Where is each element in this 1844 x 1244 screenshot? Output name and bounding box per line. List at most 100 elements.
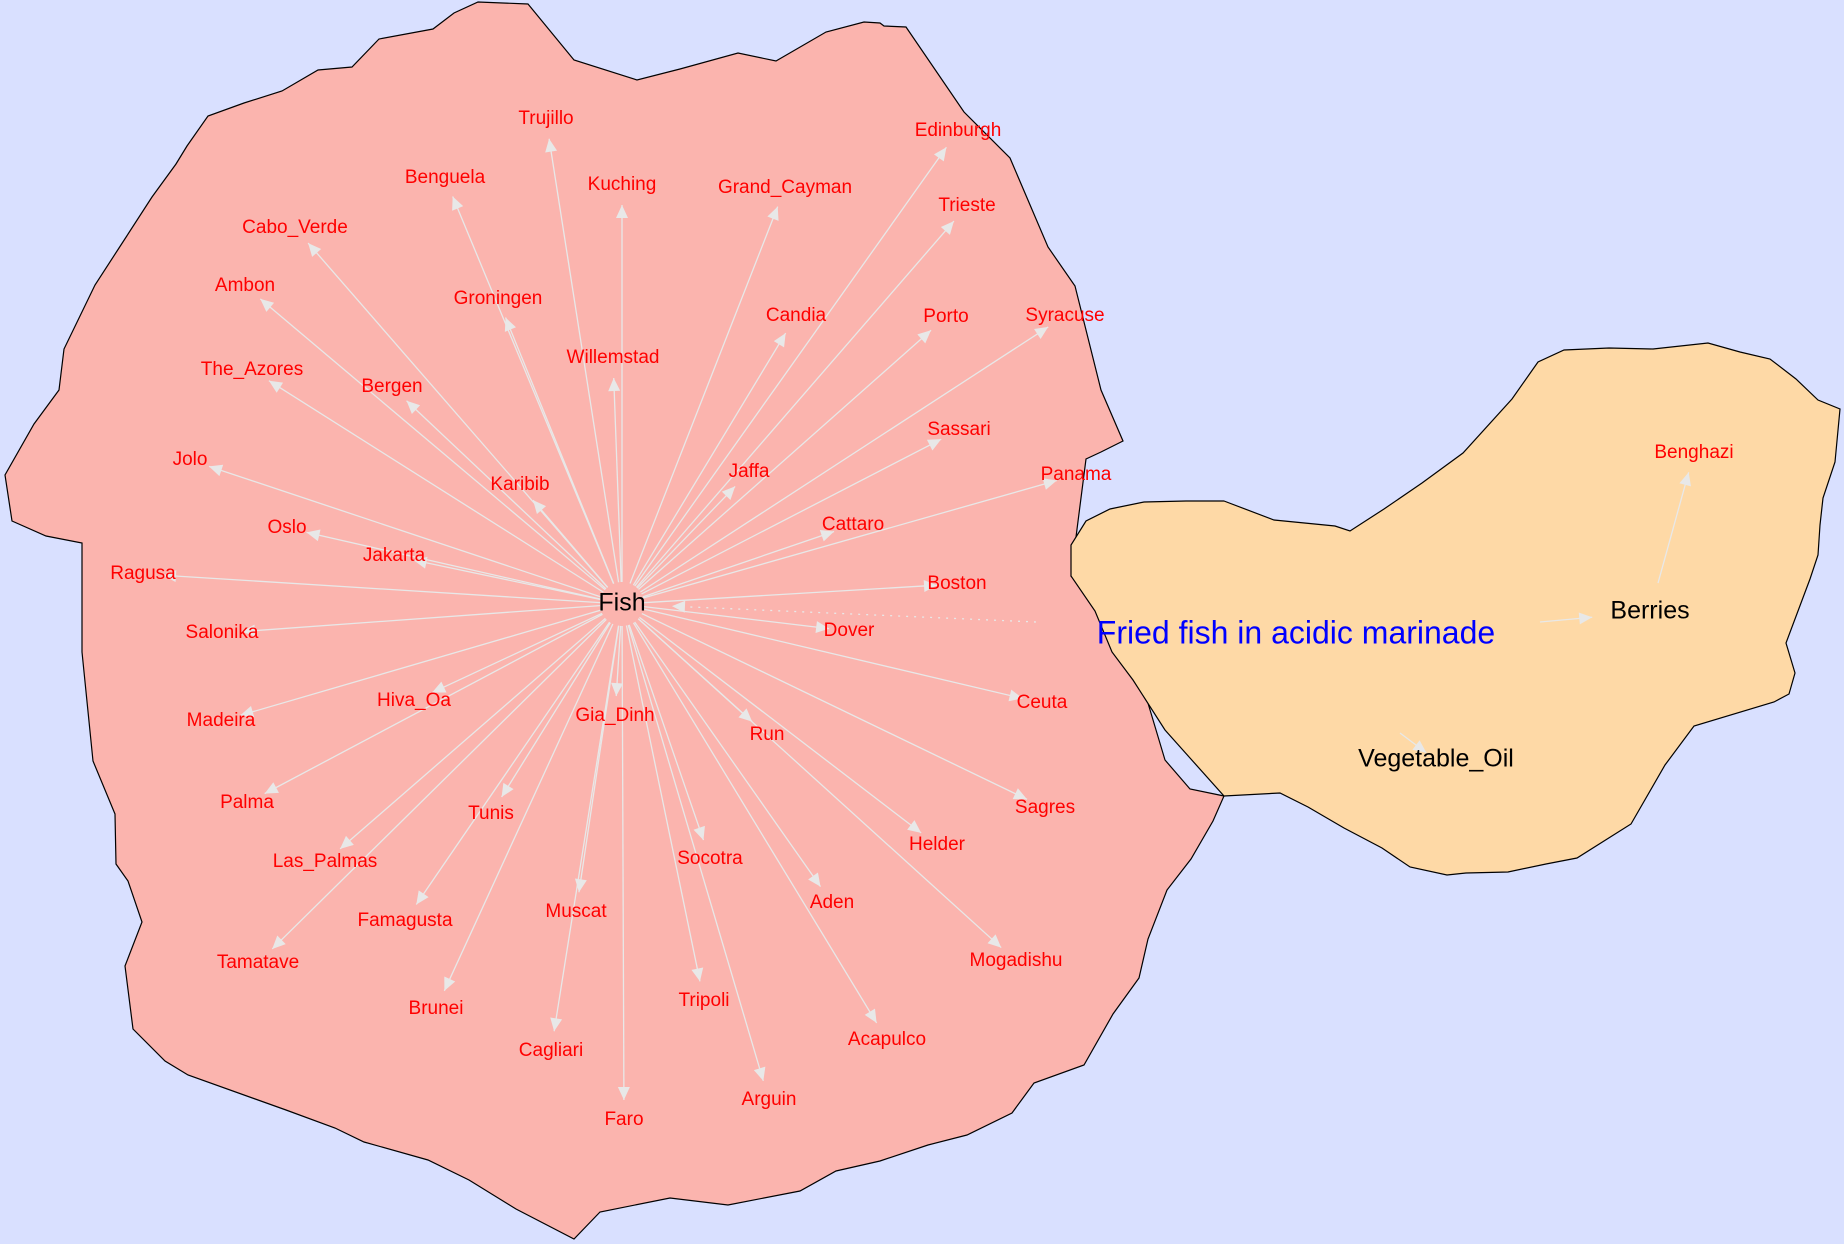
- edge-fish-acapulco: [632, 622, 878, 1024]
- city-node-the-azores: The_Azores: [201, 359, 303, 380]
- city-node-madeira: Madeira: [187, 710, 256, 731]
- edges: [162, 138, 1691, 1101]
- edge-fish-aden: [634, 621, 822, 888]
- city-node-jolo: Jolo: [173, 449, 208, 470]
- city-node-sassari: Sassari: [927, 419, 990, 440]
- city-node-las-palmas: Las_Palmas: [273, 851, 378, 872]
- city-node-mogadishu: Mogadishu: [970, 950, 1063, 971]
- edge-fish-boston-arrowhead: [923, 579, 938, 592]
- edge-fish-hiva-oa: [431, 612, 603, 694]
- edge-fish-sassari-arrowhead: [926, 439, 942, 451]
- city-node-socotra: Socotra: [677, 848, 743, 869]
- edge-fish-karibib-arrowhead: [533, 500, 547, 514]
- city-node-gia-dinh: Gia_Dinh: [575, 705, 654, 726]
- city-node-ceuta: Ceuta: [1017, 692, 1068, 713]
- edge-fish-dover-arrowhead: [815, 621, 830, 634]
- city-node-helder: Helder: [909, 834, 966, 855]
- edge-fish-helder-arrowhead: [907, 820, 922, 833]
- city-node-ambon: Ambon: [215, 275, 275, 296]
- edge-fish-cabo-verde-arrowhead: [308, 243, 322, 257]
- edge-fish-ragusa-arrowhead: [162, 570, 177, 583]
- edge-fish-aden-arrowhead: [808, 872, 821, 887]
- city-node-run: Run: [750, 724, 785, 745]
- edge-fish-bergen: [406, 400, 607, 590]
- edge-fish-helder: [639, 616, 922, 834]
- edge-fish-willemstad-arrowhead: [608, 377, 621, 392]
- edge-fish-socotra-arrowhead: [693, 825, 705, 841]
- edge-fish-oslo-arrowhead: [306, 529, 321, 542]
- edge-fish-brunei-arrowhead: [444, 976, 456, 991]
- edge-fish-bergen-arrowhead: [406, 400, 421, 415]
- edge-fish-ambon: [259, 298, 606, 591]
- edge-fish-socotra: [628, 624, 705, 841]
- city-node-aden: Aden: [810, 892, 854, 913]
- city-node-arguin: Arguin: [742, 1089, 797, 1110]
- edge-fish-mogadishu-arrowhead: [987, 934, 1002, 948]
- edge-fish-mogadishu: [637, 618, 1002, 949]
- edge-fish-sassari: [641, 438, 942, 595]
- edge-fish-syracuse-arrowhead: [1034, 326, 1049, 340]
- edge-fish-las-palmas-arrowhead: [340, 835, 354, 849]
- edge-fish-porto: [638, 329, 932, 590]
- edge-fish-trieste: [635, 220, 955, 588]
- edge-fish-benguela: [452, 196, 615, 584]
- edge-fish-famagusta-arrowhead: [416, 890, 429, 905]
- edge-fish-ragusa: [162, 574, 601, 604]
- city-node-cattaro: Cattaro: [822, 514, 884, 535]
- edge-marinade-berries-arrowhead: [1578, 612, 1593, 625]
- edge-fish-jolo-arrowhead: [208, 464, 224, 477]
- fish-region: [4, 1, 1225, 1240]
- edge-fish-groningen: [504, 317, 615, 584]
- city-node-palma: Palma: [220, 792, 274, 813]
- edge-fish-ceuta-arrowhead: [1008, 689, 1023, 702]
- city-node-jakarta: Jakarta: [363, 545, 426, 566]
- edge-fish-tripoli: [625, 625, 701, 982]
- edge-fish-jaffa-arrowhead: [721, 486, 736, 500]
- city-node-acapulco: Acapulco: [848, 1029, 926, 1050]
- city-node-trieste: Trieste: [938, 195, 995, 216]
- edge-fish-jolo: [208, 465, 602, 598]
- edge-fish-tunis-arrowhead: [501, 782, 514, 798]
- edge-fish-gia-dinh-arrowhead: [611, 682, 624, 697]
- city-node-hiva-oa: Hiva_Oa: [377, 690, 451, 711]
- edge-fish-dover: [643, 605, 830, 630]
- city-node-bergen: Bergen: [361, 376, 422, 397]
- hub-node-berries: Berries: [1610, 597, 1689, 625]
- edge-marinade-fish-arrowhead: [671, 600, 686, 613]
- edge-fish-kuching-arrowhead: [616, 205, 628, 218]
- edge-fish-ceuta: [643, 608, 1023, 700]
- edge-fish-syracuse: [640, 326, 1049, 593]
- edge-fish-the-azores: [268, 380, 604, 593]
- edge-fish-panama-arrowhead: [1042, 478, 1057, 490]
- city-node-groningen: Groningen: [454, 288, 543, 309]
- edge-fish-edinburgh-arrowhead: [933, 147, 947, 162]
- city-node-dover: Dover: [824, 620, 875, 641]
- edge-fish-karibib: [532, 499, 609, 588]
- edge-fish-ambon-arrowhead: [260, 298, 275, 312]
- city-node-trujillo: Trujillo: [518, 108, 573, 129]
- city-node-oslo: Oslo: [267, 517, 306, 538]
- edge-fish-faro-arrowhead: [617, 1086, 630, 1101]
- edge-fish-arguin-arrowhead: [753, 1066, 766, 1081]
- edge-marinade-vegoil-arrowhead: [1412, 740, 1427, 753]
- edge-fish-sagres: [641, 612, 1028, 800]
- edge-fish-palma: [264, 613, 603, 795]
- city-node-ragusa: Ragusa: [110, 563, 176, 584]
- city-node-benghazi: Benghazi: [1654, 442, 1733, 463]
- edge-fish-benguela-arrowhead: [452, 196, 464, 211]
- edge-fish-porto-arrowhead: [917, 330, 932, 344]
- marinade-region: [1070, 342, 1841, 876]
- city-node-jaffa: Jaffa: [729, 461, 770, 482]
- edge-fish-grand-cayman-arrowhead: [767, 206, 779, 221]
- edge-fish-madeira-arrowhead: [240, 705, 255, 718]
- edge-berries-benghazi: [1657, 472, 1690, 584]
- edge-fish-oslo: [306, 531, 601, 600]
- edge-fish-cagliari: [553, 625, 620, 1032]
- city-node-boston: Boston: [927, 573, 986, 594]
- city-node-famagusta: Famagusta: [357, 910, 452, 931]
- city-node-tripoli: Tripoli: [678, 990, 729, 1011]
- city-node-syracuse: Syracuse: [1025, 305, 1104, 326]
- edge-fish-jakarta-arrowhead: [413, 556, 428, 569]
- edge-fish-tamatave-arrowhead: [272, 935, 286, 949]
- edge-fish-trieste-arrowhead: [940, 221, 954, 235]
